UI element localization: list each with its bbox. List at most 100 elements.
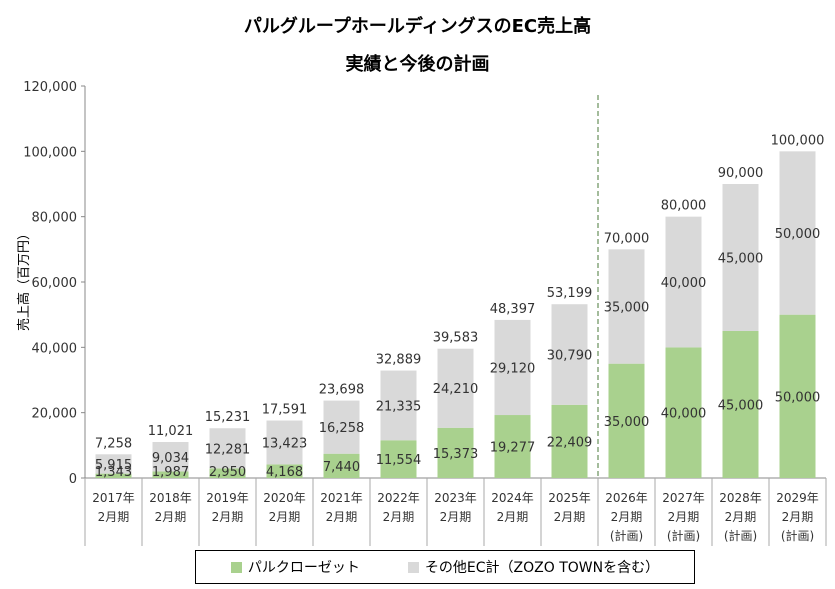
x-tick-label: 2月期 — [782, 510, 814, 524]
pal-value-label: 45,000 — [718, 399, 764, 414]
x-tick-label: 2018年 — [149, 491, 192, 505]
bar-pal — [209, 468, 246, 478]
bar-other — [437, 348, 474, 428]
total-label: 48,397 — [490, 302, 536, 317]
x-tick-label: 2月期 — [611, 510, 643, 524]
total-label: 80,000 — [661, 199, 707, 214]
x-tick-label: 2021年 — [320, 491, 363, 505]
other-value-label: 5,915 — [95, 458, 132, 473]
total-label: 70,000 — [604, 231, 650, 246]
bar-pal — [494, 415, 531, 478]
chart-title: パルグループホールディングスのEC売上高 — [243, 16, 592, 37]
bar-pal — [266, 464, 303, 478]
bar-other — [608, 249, 645, 364]
bar-pal — [380, 440, 417, 478]
x-tick-label: 2027年 — [662, 491, 705, 505]
x-tick-label: 2024年 — [491, 491, 534, 505]
bar-other — [494, 319, 531, 416]
other-value-label: 45,000 — [718, 252, 764, 267]
other-value-label: 30,790 — [547, 349, 593, 364]
bar-other — [551, 304, 588, 405]
other-value-label: 16,258 — [319, 421, 365, 436]
total-label: 90,000 — [718, 166, 764, 181]
other-value-label: 21,335 — [376, 399, 422, 414]
y-tick-label: 100,000 — [23, 145, 77, 160]
bar-pal — [551, 404, 588, 478]
pal-value-label: 22,409 — [547, 435, 593, 450]
legend-swatch-pal — [230, 561, 242, 573]
x-tick-label: 2月期 — [554, 510, 586, 524]
x-tick-label: 2017年 — [92, 491, 135, 505]
pal-value-label: 19,277 — [490, 441, 536, 456]
bar-other — [266, 420, 303, 465]
x-tick-label: 2月期 — [383, 510, 415, 524]
other-value-label: 50,000 — [775, 227, 821, 242]
bar-pal — [779, 314, 816, 478]
bar-pal — [665, 347, 702, 478]
x-tick-label: 2020年 — [263, 491, 306, 505]
other-value-label: 29,120 — [490, 361, 536, 376]
x-tick-label: 2019年 — [206, 491, 249, 505]
bar-other — [323, 400, 360, 454]
x-tick-label: 2月期 — [212, 510, 244, 524]
x-tick-label: 2月期 — [269, 510, 301, 524]
x-tick-label: (計画) — [781, 528, 814, 543]
x-tick-label: 2月期 — [725, 510, 757, 524]
bar-other — [95, 454, 132, 474]
y-tick-label: 40,000 — [32, 341, 78, 356]
x-tick-label: (計画) — [724, 528, 757, 543]
chart-subtitle: 実績と今後の計画 — [345, 54, 490, 75]
y-tick-label: 120,000 — [23, 80, 77, 95]
total-label: 11,021 — [148, 424, 194, 439]
pal-value-label: 40,000 — [661, 407, 707, 422]
other-value-label: 40,000 — [661, 276, 707, 291]
bar-other — [722, 184, 759, 331]
x-tick-label: 2023年 — [434, 491, 477, 505]
bar-pal — [437, 427, 474, 478]
total-label: 17,591 — [262, 403, 308, 418]
y-tick-label: 80,000 — [32, 211, 78, 226]
x-tick-label: 2月期 — [326, 510, 358, 524]
pal-value-label: 1,987 — [152, 465, 189, 480]
bar-pal — [722, 331, 759, 478]
x-tick-label: (計画) — [610, 528, 643, 543]
y-tick-label: 0 — [69, 472, 77, 487]
pal-value-label: 1,343 — [95, 465, 132, 480]
pal-value-label: 35,000 — [604, 415, 650, 430]
legend: パルクローゼット その他EC計（ZOZO TOWNを含む） — [195, 550, 695, 584]
bar-other — [779, 151, 816, 315]
total-label: 100,000 — [771, 133, 825, 148]
x-tick-label: 2月期 — [155, 510, 187, 524]
other-value-label: 9,034 — [152, 451, 189, 466]
pal-value-label: 50,000 — [775, 390, 821, 405]
total-label: 32,889 — [376, 353, 422, 368]
bar-other — [152, 441, 189, 472]
other-value-label: 13,423 — [262, 436, 308, 451]
y-tick-label: 20,000 — [32, 407, 78, 422]
legend-item-pal: パルクローゼット — [230, 557, 360, 577]
bar-other — [665, 216, 702, 348]
total-label: 39,583 — [433, 331, 479, 346]
x-tick-label: 2月期 — [668, 510, 700, 524]
bar-other — [209, 428, 246, 469]
pal-value-label: 7,440 — [323, 460, 360, 475]
other-value-label: 35,000 — [604, 301, 650, 316]
bar-other — [380, 370, 417, 441]
x-tick-label: 2026年 — [605, 491, 648, 505]
legend-label-pal: パルクローゼット — [247, 560, 360, 576]
total-label: 7,258 — [95, 436, 132, 451]
pal-value-label: 2,950 — [209, 465, 246, 480]
pal-value-label: 11,554 — [376, 453, 422, 468]
bar-pal — [608, 363, 645, 478]
total-label: 23,698 — [319, 383, 365, 398]
legend-swatch-other — [407, 561, 419, 573]
pal-value-label: 15,373 — [433, 447, 479, 462]
x-tick-label: 2月期 — [497, 510, 529, 524]
pal-value-label: 4,168 — [266, 465, 303, 480]
x-tick-label: 2029年 — [776, 491, 819, 505]
x-tick-label: 2025年 — [548, 491, 591, 505]
x-tick-label: 2月期 — [98, 510, 130, 524]
bar-pal — [323, 453, 360, 478]
